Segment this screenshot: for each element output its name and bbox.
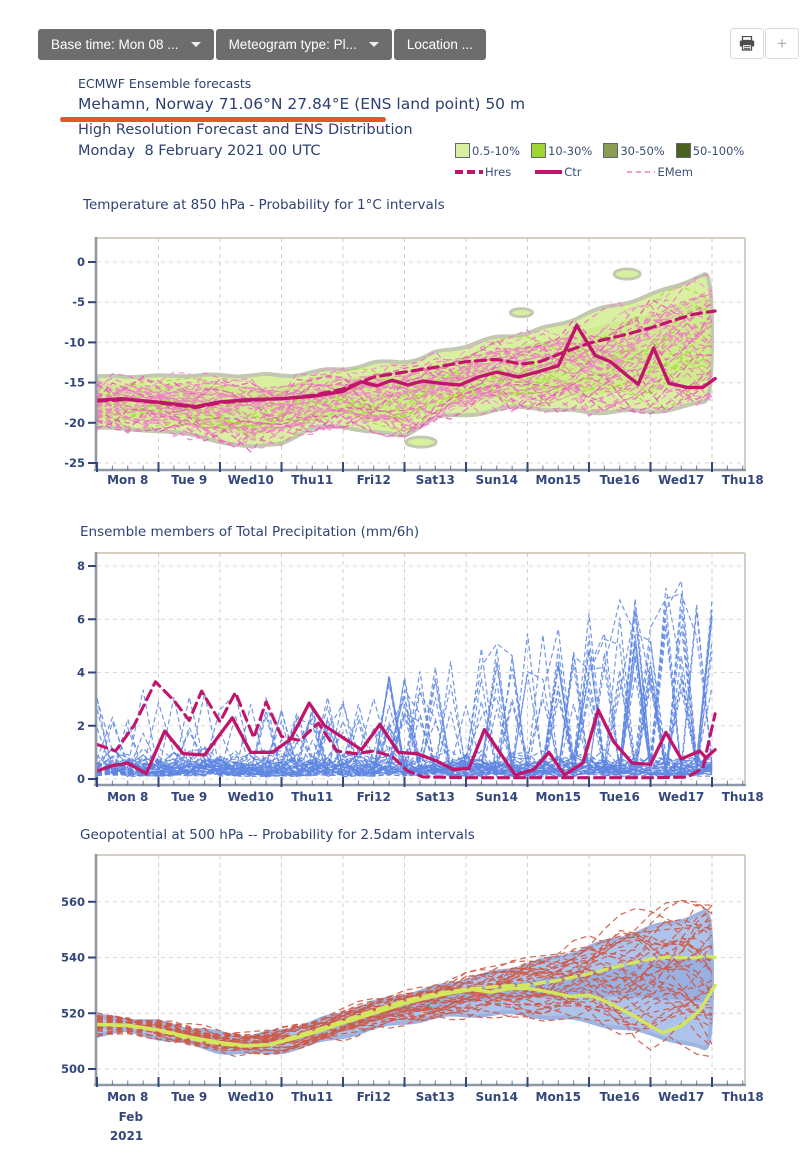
probability-swatch [675, 143, 691, 158]
probability-swatch [531, 143, 546, 158]
svg-text:Fri12: Fri12 [357, 473, 391, 487]
svg-text:540: 540 [61, 951, 85, 965]
base-time-dropdown[interactable]: Base time: Mon 08 ... [38, 29, 214, 60]
svg-text:Tue16: Tue16 [600, 790, 640, 804]
meteogram-type-label: Meteogram type: Pl... [228, 37, 357, 52]
chevron-down-icon [368, 42, 379, 47]
svg-text:Thu18: Thu18 [722, 473, 764, 487]
svg-text:-15: -15 [64, 376, 85, 390]
location-label: Location ... [406, 37, 473, 52]
svg-text:Tue 9: Tue 9 [171, 1090, 207, 1104]
svg-text:Fri12: Fri12 [357, 1090, 391, 1104]
location-title: Mehamn, Norway 71.06°N 27.84°E (ENS land… [78, 95, 526, 113]
legend-item: Hres [455, 165, 511, 179]
svg-text:Wed17: Wed17 [658, 1090, 704, 1104]
temperature-chart-title: Temperature at 850 hPa - Probability for… [83, 197, 445, 213]
svg-text:Tue16: Tue16 [600, 473, 640, 487]
line-legend: Hres Ctr EMem [455, 165, 785, 179]
legend-label: 50-100% [692, 143, 745, 158]
geopotential-chart: 560 540 520 500 Mon 8 Tue 9 Wed10 Thu11 Fri12 Sat… [61, 854, 764, 1143]
legend-label: EMem [657, 165, 693, 179]
svg-text:Sun14: Sun14 [476, 473, 518, 487]
base-datetime: Monday 8 February 2021 00 UTC [78, 143, 321, 159]
legend-item: 0.5-10% [455, 143, 520, 158]
emem-line-sample [627, 171, 656, 173]
svg-text:500: 500 [61, 1062, 85, 1076]
svg-text:-25: -25 [64, 456, 85, 470]
svg-text:2: 2 [77, 719, 85, 733]
add-view-button[interactable]: + [765, 28, 799, 59]
svg-text:4: 4 [77, 666, 85, 680]
precipitation-chart: 8 6 4 2 0 Mon 8 Tue 9 Wed10 Thu11 Fri12 Sat13 Sun14… [77, 552, 764, 804]
svg-text:Sun14: Sun14 [476, 790, 518, 804]
svg-text:8: 8 [77, 559, 85, 573]
svg-text:Mon15: Mon15 [536, 473, 581, 487]
temperature-chart: 0 -5 -10 -15 -20 -25 Mon 8 Tue 9 Wed10 Thu11 Fri12… [64, 237, 764, 487]
svg-text:-10: -10 [64, 335, 85, 349]
svg-text:Thu11: Thu11 [291, 790, 333, 804]
plus-icon: + [777, 33, 787, 53]
legend-label: 30-50% [620, 143, 665, 158]
svg-text:0: 0 [77, 255, 85, 269]
geopotential-chart-title: Geopotential at 500 hPa -- Probability f… [80, 827, 475, 843]
svg-text:Feb: Feb [119, 1110, 144, 1124]
legend-item: Ctr [535, 165, 581, 179]
base-time-label: Base time: Mon 08 ... [51, 37, 179, 52]
precipitation-chart-title: Ensemble members of Total Precipitation … [80, 524, 420, 540]
svg-text:Wed10: Wed10 [228, 790, 274, 804]
svg-text:Sat13: Sat13 [416, 1090, 455, 1104]
svg-text:Sat13: Sat13 [416, 790, 455, 804]
legend: 0.5-10% 10-30% 30-50% 50-100% Hres [455, 143, 785, 179]
svg-text:Wed17: Wed17 [658, 473, 704, 487]
svg-text:Mon 8: Mon 8 [107, 473, 148, 487]
legend-label: 0.5-10% [472, 143, 520, 158]
legend-label: Ctr [564, 165, 582, 179]
svg-text:2021: 2021 [110, 1129, 143, 1143]
legend-item: 30-50% [603, 143, 665, 158]
location-underline [60, 117, 386, 122]
svg-text:Mon15: Mon15 [536, 1090, 581, 1104]
product-title: ECMWF Ensemble forecasts [78, 76, 252, 91]
svg-text:Thu18: Thu18 [722, 1090, 764, 1104]
legend-item: 10-30% [531, 143, 592, 158]
legend-label: Hres [485, 165, 512, 179]
ctr-line-sample [535, 170, 563, 174]
svg-text:Sun14: Sun14 [476, 1090, 518, 1104]
svg-text:520: 520 [61, 1006, 85, 1020]
legend-item: 50-100% [675, 143, 745, 158]
svg-text:Thu11: Thu11 [291, 473, 333, 487]
svg-text:560: 560 [61, 895, 85, 909]
svg-text:-20: -20 [64, 416, 85, 430]
svg-text:Wed10: Wed10 [228, 1090, 274, 1104]
svg-text:Thu18: Thu18 [722, 790, 764, 804]
svg-text:Sat13: Sat13 [416, 473, 455, 487]
meteogram-type-dropdown[interactable]: Meteogram type: Pl... [215, 29, 392, 60]
toolbar: Base time: Mon 08 ... Meteogram type: Pl… [38, 29, 488, 60]
svg-text:Thu11: Thu11 [291, 1090, 333, 1104]
svg-text:6: 6 [77, 612, 85, 626]
print-button[interactable] [730, 28, 764, 59]
probability-swatch [603, 143, 619, 158]
svg-text:Mon 8: Mon 8 [107, 790, 148, 804]
svg-text:Wed10: Wed10 [228, 473, 274, 487]
svg-text:0: 0 [77, 772, 85, 786]
location-button[interactable]: Location ... [393, 29, 486, 60]
svg-text:Wed17: Wed17 [658, 790, 704, 804]
hres-line-sample [455, 170, 483, 174]
svg-text:Fri12: Fri12 [357, 790, 391, 804]
probability-legend: 0.5-10% 10-30% 30-50% 50-100% [455, 143, 785, 158]
subtitle: High Resolution Forecast and ENS Distrib… [78, 122, 413, 138]
svg-text:Tue 9: Tue 9 [171, 790, 207, 804]
svg-text:Mon 8: Mon 8 [107, 1090, 148, 1104]
legend-label: 10-30% [548, 143, 593, 158]
legend-item: EMem [627, 165, 693, 179]
svg-text:Tue 9: Tue 9 [171, 473, 207, 487]
svg-text:Tue16: Tue16 [600, 1090, 640, 1104]
printer-icon [739, 36, 755, 51]
probability-swatch [455, 143, 470, 158]
chevron-down-icon [190, 42, 201, 47]
svg-text:Mon15: Mon15 [536, 790, 581, 804]
svg-text:-5: -5 [72, 295, 85, 309]
